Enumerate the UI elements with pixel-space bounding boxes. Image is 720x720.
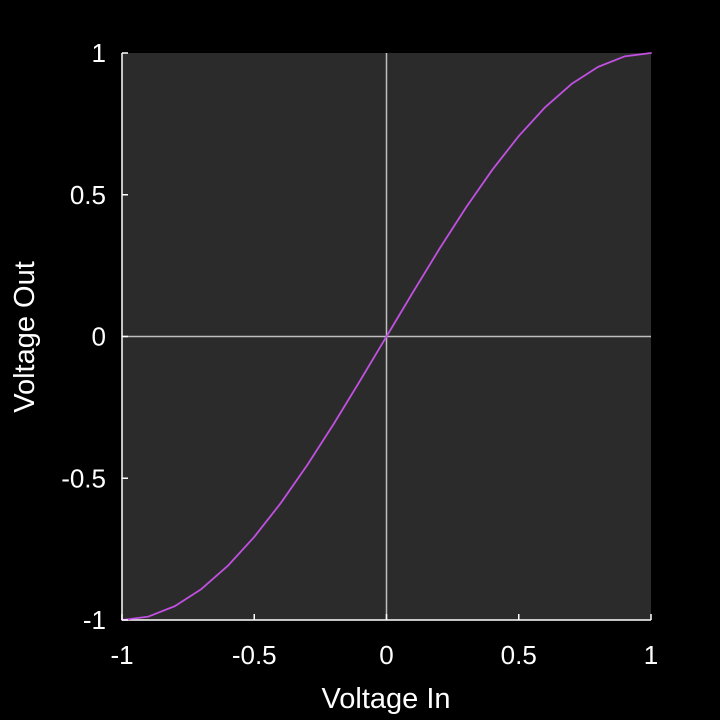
x-tick-label: -0.5 [232,640,277,670]
y-axis-ticks: -1 -0.5 0 0.5 1 [61,38,128,635]
y-tick-label: 0 [92,322,106,352]
y-axis-title: Voltage Out [9,261,41,413]
series-line-0 [121,52,652,621]
x-tick-label: 0 [379,640,393,670]
series-layer [121,52,652,621]
x-tick-label: 0.5 [501,640,537,670]
y-tick-label: 0.5 [70,180,106,210]
y-tick-label: -1 [83,605,106,635]
x-axis-title: Voltage In [322,683,451,715]
x-tick-label: -1 [110,640,133,670]
x-tick-label: 1 [644,640,658,670]
y-tick-label: 1 [92,38,106,68]
x-axis-ticks: -1 -0.5 0 0.5 1 [110,614,658,670]
y-tick-label: -0.5 [61,463,106,493]
